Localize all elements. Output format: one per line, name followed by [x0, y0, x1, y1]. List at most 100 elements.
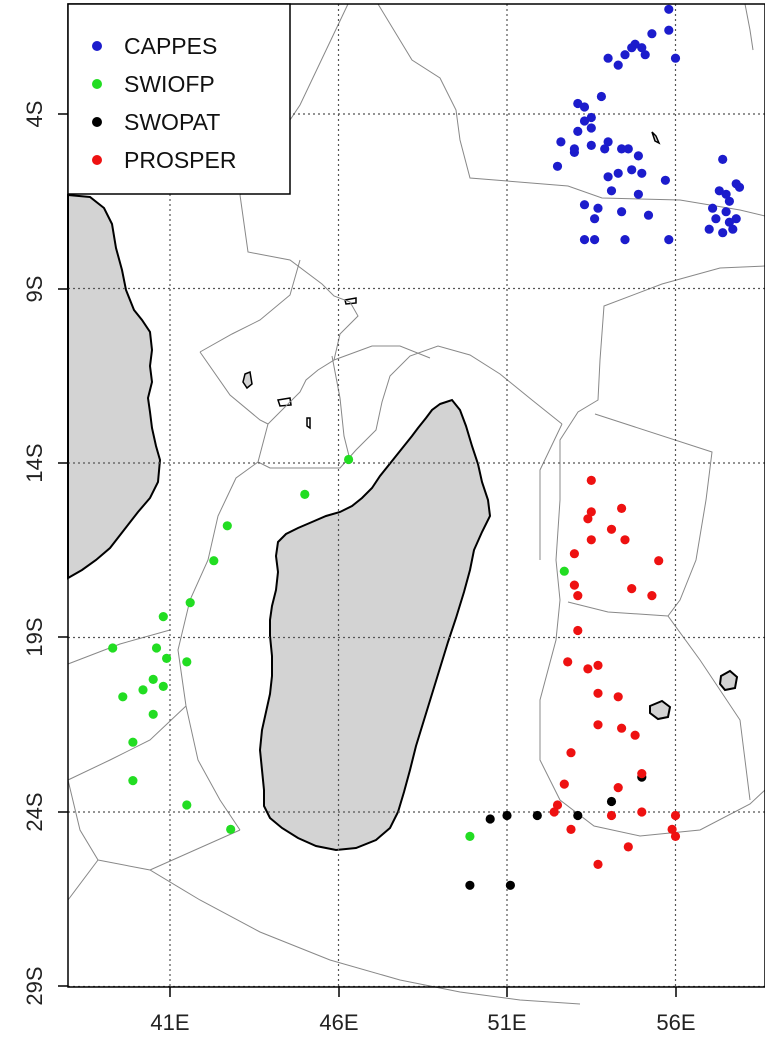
- prosper-point: [593, 859, 603, 870]
- eez-boundary: [377, 3, 765, 217]
- swopat-point: [573, 810, 583, 821]
- cappes-point: [617, 207, 627, 217]
- cappes-point: [731, 214, 741, 224]
- eez-boundary: [177, 461, 259, 707]
- cappes-point: [640, 50, 650, 60]
- cappes-point: [734, 182, 745, 192]
- cappes-point: [724, 196, 735, 206]
- africa-coast-landmass: [67, 193, 162, 580]
- cappes-point: [620, 235, 630, 245]
- prosper-point: [593, 688, 603, 698]
- legend-label-swiofp: SWIOFP: [124, 71, 215, 97]
- cappes-point: [633, 189, 644, 199]
- swopat-point: [465, 880, 475, 890]
- y-tick-label: 29S: [22, 966, 47, 1005]
- swiofp-point: [344, 454, 354, 465]
- mauritius-island: [718, 669, 739, 692]
- eez-boundary: [239, 194, 563, 469]
- swopat-point: [606, 796, 617, 807]
- cappes-point: [613, 60, 623, 70]
- series-swiofp: [108, 454, 569, 842]
- eez-boundary: [67, 779, 99, 901]
- swopat-point: [502, 810, 512, 821]
- cappes-point: [637, 168, 647, 178]
- legend-swatch-swopat: [92, 117, 102, 127]
- eez-boundary: [185, 705, 241, 831]
- reunion-island: [649, 699, 672, 721]
- cappes-point: [664, 4, 674, 14]
- x-tick-label: 56E: [656, 1010, 695, 1035]
- swiofp-point: [222, 521, 232, 531]
- cappes-point: [579, 235, 590, 245]
- cappes-point: [627, 43, 637, 53]
- legend: CAPPES SWIOFP SWOPAT PROSPER: [67, 3, 291, 195]
- prosper-point: [670, 831, 681, 842]
- cappes-point: [718, 228, 728, 238]
- prosper-point: [606, 524, 617, 534]
- cappes-point: [552, 161, 563, 171]
- legend-box: [67, 3, 291, 195]
- aldabra-island: [277, 397, 292, 407]
- swiofp-point: [300, 489, 310, 499]
- prosper-point: [566, 824, 576, 835]
- cappes-point: [660, 175, 671, 185]
- legend-label-prosper: PROSPER: [124, 147, 236, 173]
- prosper-point: [583, 514, 593, 524]
- cappes-point: [579, 102, 590, 112]
- cappes-point: [586, 140, 596, 150]
- cappes-point: [586, 112, 596, 123]
- cappes-point: [620, 50, 630, 60]
- swiofp-point: [118, 692, 128, 702]
- cappes-point: [600, 144, 610, 154]
- prosper-point: [549, 807, 559, 817]
- prosper-point: [654, 556, 664, 566]
- legend-label-cappes: CAPPES: [124, 33, 217, 59]
- mayotte-island: [306, 417, 311, 430]
- y-tick-label: 19S: [22, 617, 47, 656]
- swopat-point: [505, 880, 515, 890]
- prosper-point: [573, 625, 583, 636]
- cappes-point: [721, 207, 731, 217]
- eez-boundary: [539, 265, 765, 837]
- cappes-point: [623, 144, 633, 154]
- prosper-point: [613, 783, 623, 793]
- swiofp-point: [182, 657, 192, 667]
- y-tick-label: 4S: [22, 101, 47, 128]
- legend-swatch-swiofp: [92, 79, 102, 89]
- cappes-point: [593, 203, 603, 213]
- swiofp-point: [128, 737, 138, 747]
- prosper-point: [630, 730, 640, 740]
- prosper-point: [586, 475, 596, 485]
- prosper-point: [617, 503, 627, 513]
- legend-swatch-prosper: [92, 155, 102, 165]
- eez-boundary: [149, 829, 241, 871]
- swiofp-point: [148, 709, 158, 719]
- eez-boundary: [331, 355, 351, 461]
- eez-boundary: [333, 345, 431, 361]
- prosper-point: [637, 769, 647, 779]
- prosper-point: [593, 660, 603, 671]
- x-axis: 41E 46E 51E 56E: [150, 987, 696, 1035]
- eez-boundary: [97, 859, 581, 1005]
- x-tick-label: 51E: [487, 1010, 526, 1035]
- eez-boundary: [539, 423, 563, 560]
- cappes-point: [724, 217, 735, 227]
- prosper-point: [627, 584, 637, 594]
- cappes-point: [586, 123, 596, 133]
- swopat-point: [532, 810, 542, 821]
- eez-boundaries: [67, 3, 765, 1005]
- eez-boundary: [199, 351, 269, 425]
- cappes-point: [721, 189, 731, 199]
- series-prosper: [549, 475, 681, 870]
- seychelles-island: [651, 131, 661, 145]
- eez-boundary: [67, 629, 171, 665]
- cappes-point: [573, 126, 583, 136]
- cappes-point: [627, 165, 637, 175]
- cappes-point: [590, 235, 600, 245]
- cappes-point: [718, 154, 728, 164]
- swiofp-point: [138, 685, 148, 695]
- cappes-point: [596, 91, 607, 102]
- prosper-point: [620, 535, 630, 545]
- legend-swatch-cappes: [92, 41, 102, 51]
